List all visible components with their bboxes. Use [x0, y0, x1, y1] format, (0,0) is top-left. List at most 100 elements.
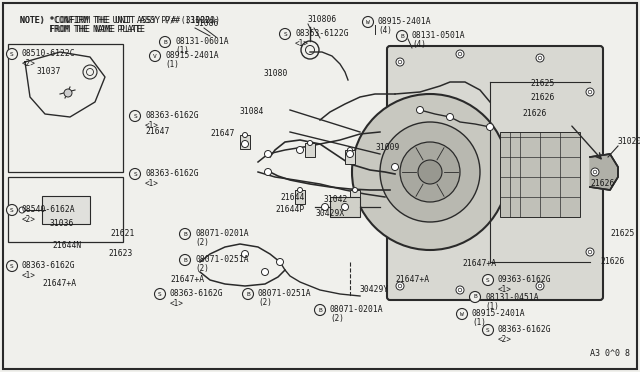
Circle shape — [398, 60, 402, 64]
Circle shape — [396, 282, 404, 290]
Text: 08131-0451A: 08131-0451A — [485, 292, 539, 301]
Text: 09363-6162G: 09363-6162G — [498, 276, 552, 285]
Text: 21647+A: 21647+A — [170, 276, 204, 285]
Text: W: W — [366, 19, 370, 25]
Text: 30429Y: 30429Y — [360, 285, 389, 295]
Text: 31086: 31086 — [195, 19, 220, 29]
Circle shape — [262, 269, 269, 276]
Text: <1>: <1> — [498, 285, 512, 294]
Circle shape — [19, 207, 25, 213]
Text: S: S — [133, 113, 137, 119]
Text: B: B — [473, 295, 477, 299]
Circle shape — [154, 289, 166, 299]
Text: S: S — [283, 32, 287, 36]
Text: 21644: 21644 — [280, 192, 305, 202]
Text: 21621: 21621 — [110, 230, 134, 238]
Circle shape — [392, 164, 399, 170]
Circle shape — [396, 58, 404, 66]
Text: <2>: <2> — [22, 215, 36, 224]
Text: (1): (1) — [485, 301, 499, 311]
Text: <2>: <2> — [498, 334, 512, 343]
Circle shape — [538, 284, 542, 288]
Text: NOTE) *CONFIRM THE UNIT ASSY P/# (31020): NOTE) *CONFIRM THE UNIT ASSY P/# (31020) — [20, 16, 215, 25]
Text: 31084: 31084 — [240, 108, 264, 116]
Circle shape — [400, 142, 460, 202]
Text: 08363-6162G: 08363-6162G — [498, 326, 552, 334]
Circle shape — [456, 308, 467, 320]
Circle shape — [591, 168, 599, 176]
Text: (1): (1) — [472, 318, 486, 327]
Circle shape — [483, 275, 493, 285]
Circle shape — [264, 151, 271, 157]
Text: S: S — [486, 278, 490, 282]
Circle shape — [150, 51, 161, 61]
Text: 31037: 31037 — [37, 67, 61, 77]
Text: S: S — [10, 208, 14, 212]
Text: (1): (1) — [175, 46, 189, 55]
Circle shape — [6, 260, 17, 272]
Text: (4): (4) — [378, 26, 392, 35]
Text: B: B — [183, 257, 187, 263]
Text: 21623: 21623 — [108, 250, 132, 259]
Circle shape — [179, 254, 191, 266]
Circle shape — [447, 113, 454, 121]
Text: 08071-0251A: 08071-0251A — [195, 256, 248, 264]
Bar — [305, 143, 315, 157]
Circle shape — [179, 228, 191, 240]
Bar — [345, 150, 355, 164]
Circle shape — [417, 106, 424, 113]
Text: 08071-0201A: 08071-0201A — [330, 305, 383, 314]
Text: 310806: 310806 — [308, 16, 337, 25]
Text: B: B — [400, 33, 404, 38]
Text: B: B — [163, 39, 167, 45]
Bar — [500, 132, 580, 217]
Text: B: B — [183, 231, 187, 237]
Text: FROM THE NAME PLATE: FROM THE NAME PLATE — [20, 26, 145, 35]
Circle shape — [129, 169, 141, 180]
Circle shape — [586, 248, 594, 256]
Circle shape — [380, 122, 480, 222]
Circle shape — [264, 169, 271, 176]
Text: 21625: 21625 — [610, 230, 634, 238]
Circle shape — [280, 29, 291, 39]
Circle shape — [241, 141, 248, 148]
Text: 08915-2401A: 08915-2401A — [378, 17, 431, 26]
Text: S: S — [10, 51, 14, 57]
Circle shape — [64, 89, 72, 97]
Circle shape — [458, 52, 462, 56]
Text: W: W — [460, 311, 464, 317]
Bar — [350, 190, 360, 204]
Circle shape — [243, 289, 253, 299]
Circle shape — [296, 147, 303, 154]
Text: B: B — [318, 308, 322, 312]
Circle shape — [483, 324, 493, 336]
Text: 21647+A: 21647+A — [395, 275, 429, 283]
Text: 08363-6162G: 08363-6162G — [145, 112, 198, 121]
Circle shape — [456, 50, 464, 58]
FancyBboxPatch shape — [387, 46, 603, 300]
Circle shape — [346, 151, 353, 157]
Text: 08363-6162G: 08363-6162G — [170, 289, 223, 298]
Bar — [330, 197, 360, 217]
Text: 08510-6122C: 08510-6122C — [22, 49, 76, 58]
Circle shape — [298, 187, 303, 192]
Text: (2): (2) — [258, 298, 272, 308]
Text: 21644N: 21644N — [52, 241, 81, 250]
Circle shape — [241, 250, 248, 257]
Circle shape — [398, 284, 402, 288]
Circle shape — [486, 124, 493, 131]
Text: S: S — [133, 171, 137, 176]
Circle shape — [129, 110, 141, 122]
Text: 21626: 21626 — [530, 93, 554, 102]
Text: 21626: 21626 — [522, 109, 547, 119]
Text: 21647+A: 21647+A — [462, 260, 496, 269]
Text: 31036: 31036 — [50, 219, 74, 228]
Text: 08363-6162G: 08363-6162G — [145, 170, 198, 179]
Circle shape — [342, 203, 349, 211]
Circle shape — [307, 141, 312, 145]
Text: 21647: 21647 — [210, 129, 234, 138]
Text: 31080: 31080 — [264, 70, 289, 78]
Text: 08131-0501A: 08131-0501A — [412, 32, 466, 41]
Text: 30429X: 30429X — [316, 209, 345, 218]
Text: S: S — [486, 327, 490, 333]
